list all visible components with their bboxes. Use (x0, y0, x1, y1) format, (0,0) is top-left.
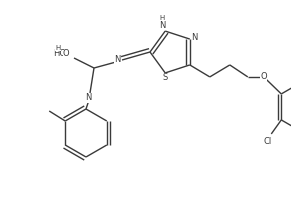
Text: S: S (163, 73, 168, 82)
Text: H: H (55, 45, 61, 51)
Text: O: O (260, 72, 267, 81)
Text: O: O (63, 49, 69, 58)
Text: Cl: Cl (263, 137, 272, 146)
Text: N: N (191, 33, 198, 42)
Text: N: N (85, 94, 91, 102)
Text: HO: HO (54, 49, 67, 58)
Text: N: N (159, 21, 165, 30)
Text: N: N (114, 54, 120, 64)
Text: H: H (159, 15, 165, 21)
